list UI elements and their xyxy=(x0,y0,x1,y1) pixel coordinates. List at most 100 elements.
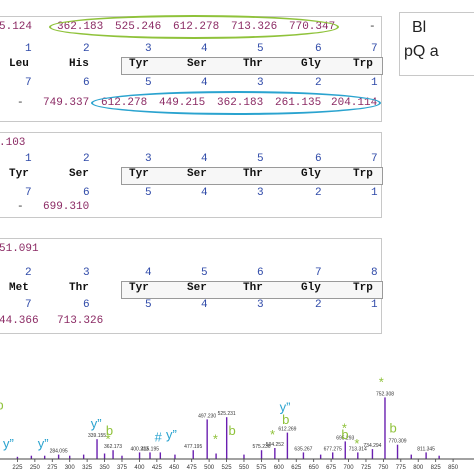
x-tick-label: 325 xyxy=(82,465,93,471)
position-number: 4 xyxy=(145,267,152,279)
position-number: 5 xyxy=(257,153,264,165)
residue-box xyxy=(121,281,383,299)
prefix-value: 5.124 xyxy=(0,21,33,33)
residue: Tyr xyxy=(129,58,149,70)
position-number: 1 xyxy=(25,43,32,55)
y-ion-value: 713.326 xyxy=(57,315,104,327)
position-number: 3 xyxy=(257,299,264,311)
ion-annotation: b xyxy=(229,423,236,438)
position-number: 3 xyxy=(83,267,90,279)
legend-box: Bl pQ a xyxy=(399,12,474,76)
ion-annotation: # xyxy=(155,429,163,444)
position-number: 1 xyxy=(25,153,32,165)
residue: Tyr xyxy=(9,168,29,180)
x-tick-label: 475 xyxy=(187,465,198,471)
peak-label: 594.252 xyxy=(266,442,284,448)
ion-annotations-layer: y”y”y”b*#y”*b*y”b*bb**b xyxy=(0,374,397,451)
peak-label: 362.173 xyxy=(104,444,122,450)
position-number: 2 xyxy=(315,299,322,311)
position-number: 6 xyxy=(315,43,322,55)
peak-label: 770.309 xyxy=(388,439,406,445)
x-tick-label: 775 xyxy=(396,465,407,471)
position-number: 6 xyxy=(257,267,264,279)
residue: Thr xyxy=(243,282,263,294)
residue: Leu xyxy=(9,58,29,70)
residue: Trp xyxy=(353,282,373,294)
ion-annotation: b xyxy=(106,423,113,438)
ion-annotation: y” xyxy=(91,416,102,431)
residue: His xyxy=(69,58,89,70)
ion-annotation: y” xyxy=(280,400,291,415)
position-number: 7 xyxy=(371,43,378,55)
position-number: 2 xyxy=(83,43,90,55)
position-number: 3 xyxy=(145,43,152,55)
dash: - xyxy=(369,21,376,33)
x-tick-label: 275 xyxy=(47,465,58,471)
position-number: 5 xyxy=(201,267,208,279)
peak-label: 339.155 xyxy=(88,433,106,439)
dash: - xyxy=(17,201,24,213)
position-number: 2 xyxy=(315,77,322,89)
position-number: 4 xyxy=(201,77,208,89)
position-number: 1 xyxy=(371,187,378,199)
position-number: 4 xyxy=(201,187,208,199)
residue: Thr xyxy=(69,282,89,294)
y-ion-value: 699.310 xyxy=(43,201,90,213)
ion-annotation: * xyxy=(213,432,218,447)
position-number: 6 xyxy=(83,187,90,199)
position-number: 1 xyxy=(371,299,378,311)
residue: Tyr xyxy=(129,282,149,294)
x-tick-label: 250 xyxy=(30,465,41,471)
x-tick-label: 225 xyxy=(12,465,23,471)
ion-annotation: b xyxy=(282,412,289,427)
residue: Ser xyxy=(187,58,207,70)
y-ion-value: 44.366 xyxy=(0,315,39,327)
peak-label: 525.231 xyxy=(218,411,236,417)
residue-box xyxy=(121,57,383,75)
position-number: 2 xyxy=(25,267,32,279)
position-number: 5 xyxy=(257,43,264,55)
residue: Met xyxy=(9,282,29,294)
position-number: 6 xyxy=(83,77,90,89)
position-number: 2 xyxy=(315,187,322,199)
position-number: 7 xyxy=(25,187,32,199)
peak-label: 811.345 xyxy=(417,446,435,452)
x-tick-label: 525 xyxy=(222,465,233,471)
position-number: 4 xyxy=(201,43,208,55)
peak-label: 575.236 xyxy=(252,444,270,450)
legend-line-1: Bl xyxy=(412,19,427,36)
peak-label: 695.293 xyxy=(336,435,354,441)
residue: Gly xyxy=(301,58,321,70)
y-ion-highlight-ellipse xyxy=(91,91,381,115)
residue: Trp xyxy=(353,58,373,70)
ion-annotation: * xyxy=(354,436,359,451)
ion-annotation: * xyxy=(379,374,384,389)
position-number: 7 xyxy=(25,77,32,89)
ion-annotation: b xyxy=(0,398,4,413)
residue: Gly xyxy=(301,282,321,294)
x-tick-label: 675 xyxy=(326,465,337,471)
peak-label: 477.195 xyxy=(184,444,202,450)
b-ion-highlight-ellipse xyxy=(49,15,339,39)
fragment-table-1: 5.124 362.183 525.246 612.278 713.326 77… xyxy=(0,15,383,122)
peak-label: 497.230 xyxy=(198,413,216,419)
x-ticks-layer: 225 250 275 300 325 350 375 400 425 450 475 500 525 5… xyxy=(12,459,459,471)
peak-label: 415.195 xyxy=(141,446,159,452)
position-number: 3 xyxy=(145,153,152,165)
ion-annotation: y” xyxy=(166,427,177,442)
y-ion-value: 749.337 xyxy=(43,97,90,109)
peak-label: 734.294 xyxy=(363,443,381,449)
position-number: 5 xyxy=(145,187,152,199)
x-tick-label: 750 xyxy=(378,465,389,471)
position-number: 7 xyxy=(25,299,32,311)
position-number: 4 xyxy=(201,299,208,311)
peak-label: 752.308 xyxy=(376,391,394,397)
ion-annotation: * xyxy=(106,432,111,447)
position-number: 3 xyxy=(257,187,264,199)
position-number: 7 xyxy=(371,153,378,165)
residue: Gly xyxy=(301,168,321,180)
position-number: 6 xyxy=(83,299,90,311)
x-tick-label: 600 xyxy=(274,465,285,471)
